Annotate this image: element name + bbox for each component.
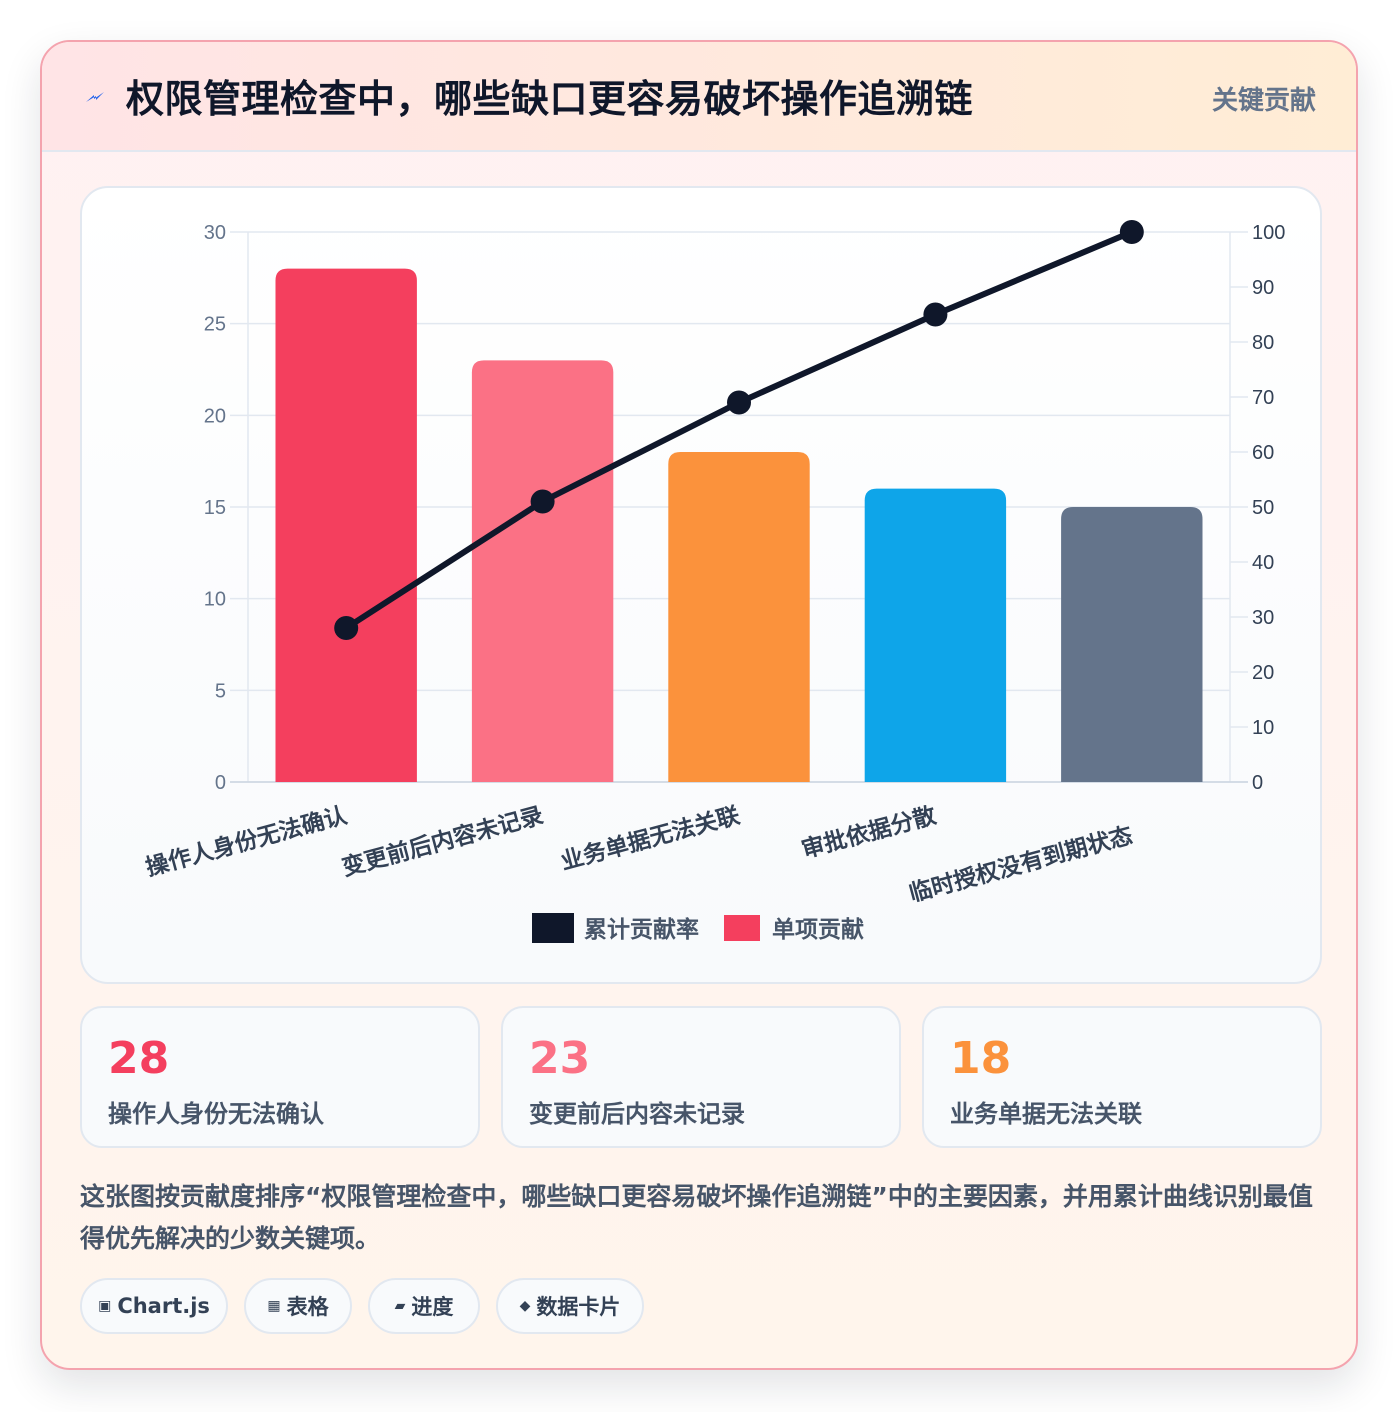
- chip-label: Chart.js: [117, 1294, 210, 1318]
- line-point: [334, 616, 359, 640]
- chip-data-card[interactable]: ◆ 数据卡片: [496, 1278, 644, 1334]
- x-tick-label: 临时授权没有到期状态: [906, 822, 1135, 908]
- right-tick-label: 80: [1252, 332, 1274, 354]
- stat-label: 变更前后内容未记录: [529, 1100, 745, 1128]
- right-tick-label: 70: [1252, 387, 1274, 409]
- left-tick-label: 10: [204, 589, 226, 611]
- line-point: [1119, 220, 1144, 244]
- chip-chartjs[interactable]: ▣ Chart.js: [80, 1278, 228, 1334]
- stat-value: 18: [950, 1033, 1012, 1084]
- table-icon: ▦: [267, 1298, 281, 1314]
- bar: [471, 360, 614, 782]
- left-tick-label: 20: [204, 405, 226, 427]
- chip-label: 数据卡片: [536, 1295, 621, 1319]
- stat-card-1: 28 操作人身份无法确认: [80, 1006, 480, 1148]
- chip-table[interactable]: ▦ 表格: [244, 1278, 352, 1334]
- legend-swatch-cumulative: [532, 913, 574, 943]
- chip-progress[interactable]: ▰ 进度: [368, 1278, 480, 1334]
- line-point: [923, 302, 948, 327]
- bar: [864, 488, 1007, 782]
- progress-icon: ▰: [394, 1298, 406, 1314]
- bar: [275, 268, 417, 783]
- right-tick-label: 0: [1252, 772, 1263, 794]
- left-tick-label: 25: [204, 314, 226, 336]
- bar: [668, 452, 810, 782]
- diamond-icon: ◆: [519, 1298, 531, 1314]
- header-tag: 关键贡献: [1211, 86, 1316, 116]
- legend-label-single: 单项贡献: [772, 917, 864, 943]
- x-tick-label: 业务单据无法关联: [558, 802, 743, 876]
- right-tick-label: 10: [1252, 717, 1274, 739]
- legend-swatch-single: [724, 915, 760, 941]
- stat-label: 操作人身份无法确认: [108, 1100, 324, 1128]
- chart-icon: ▣: [98, 1298, 112, 1314]
- lightning-icon: [86, 92, 104, 102]
- pareto-chart: 0 5 10 15 20 25 30 0 10 20 30 40 50 60 70 80 90 100 操作人身份无…: [143, 220, 1285, 943]
- right-tick-label: 90: [1252, 277, 1274, 299]
- x-tick-label: 变更前后内容未记录: [339, 802, 546, 882]
- bar: [1061, 507, 1203, 782]
- line-point: [727, 390, 751, 415]
- right-tick-label: 60: [1252, 442, 1274, 464]
- x-tick-label: 审批依据分散: [799, 802, 939, 864]
- right-tick-label: 30: [1252, 607, 1274, 629]
- stat-value: 23: [529, 1033, 591, 1084]
- left-tick-label: 5: [215, 680, 226, 702]
- card-header: 权限管理检查中，哪些缺口更容易破坏操作追溯链 关键贡献: [42, 42, 1356, 152]
- right-tick-label: 40: [1252, 552, 1274, 574]
- stat-value: 28: [108, 1033, 170, 1084]
- stat-card-2: 23 变更前后内容未记录: [501, 1006, 901, 1148]
- chart-panel: 0 5 10 15 20 25 30 0 10 20 30 40 50 60 70 80 90 100 操作人身份无…: [80, 186, 1322, 984]
- page-title: 权限管理检查中，哪些缺口更容易破坏操作追溯链: [126, 77, 974, 121]
- right-tick-label: 50: [1252, 497, 1274, 519]
- right-tick-label: 100: [1252, 222, 1285, 244]
- report-card: 权限管理检查中，哪些缺口更容易破坏操作追溯链 关键贡献 0 5 10 15 20 25 30…: [40, 40, 1358, 1370]
- chip-label: 表格: [286, 1295, 329, 1319]
- stat-card-3: 18 业务单据无法关联: [922, 1006, 1322, 1148]
- right-tick-label: 20: [1252, 662, 1274, 684]
- line-point: [530, 489, 555, 514]
- legend-label-cumulative: 累计贡献率: [584, 916, 699, 943]
- x-tick-label: 操作人身份无法确认: [143, 802, 350, 882]
- stat-label: 业务单据无法关联: [950, 1100, 1142, 1128]
- left-tick-label: 15: [204, 497, 226, 519]
- left-tick-label: 30: [204, 222, 226, 244]
- left-tick-label: 0: [215, 772, 226, 794]
- chart-description: 这张图按贡献度排序“权限管理检查中，哪些缺口更容易破坏操作追溯链”中的主要因素，…: [80, 1182, 1313, 1253]
- chip-label: 进度: [411, 1295, 454, 1319]
